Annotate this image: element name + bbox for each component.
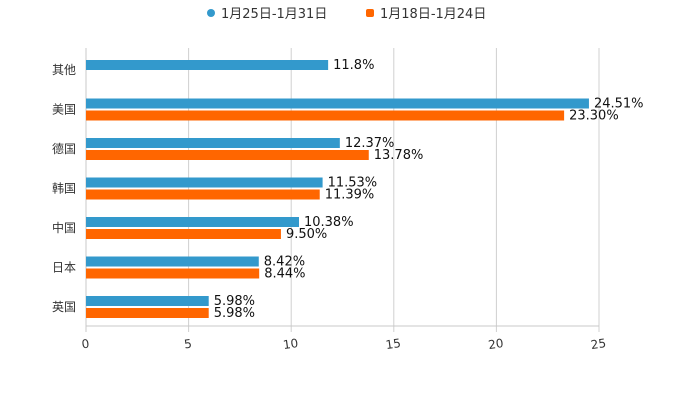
legend-item[interactable]: 1月25日-1月31日 [207, 7, 327, 22]
data-label: 23.30% [569, 109, 619, 124]
legend-marker-square-icon [366, 9, 374, 17]
bar-series-2 [86, 110, 565, 121]
bar-series-1 [86, 98, 589, 109]
bars [86, 60, 589, 318]
category-label: 英国 [52, 300, 76, 314]
bar-series-1 [86, 177, 323, 188]
x-tick-label: 20 [487, 336, 504, 352]
data-label: 11.53% [328, 176, 378, 191]
legend-label: 1月25日-1月31日 [221, 7, 327, 22]
bar-series-1 [86, 217, 299, 227]
category-label: 韩国 [52, 181, 76, 196]
bar-series-2 [86, 308, 209, 318]
bar-series-1 [86, 60, 329, 70]
x-tick-label: 0 [81, 337, 91, 352]
bar-series-1 [86, 296, 209, 306]
bar-series-2 [86, 189, 320, 200]
data-label: 5.98% [214, 294, 255, 309]
bar-series-1 [86, 256, 259, 267]
category-label: 中国 [52, 220, 76, 235]
data-label: 24.51% [594, 97, 644, 112]
legend-label: 1月18日-1月24日 [380, 7, 486, 22]
x-tick-label: 25 [590, 336, 607, 352]
data-label: 5.98% [214, 306, 255, 321]
bar-series-2 [86, 229, 281, 239]
data-label: 9.50% [286, 227, 327, 242]
data-label: 8.42% [264, 255, 305, 270]
data-label: 10.38% [304, 215, 354, 230]
category-label: 美国 [52, 103, 76, 117]
data-labels: 11.8% 24.51%23.30% 12.37%13.78% 11.53%11.39… [214, 58, 644, 321]
legend: 1月25日-1月31日 1月18日-1月24日 [207, 7, 486, 22]
x-tick-label: 5 [183, 337, 193, 352]
category-label: 德国 [52, 141, 76, 156]
data-label: 11.39% [325, 188, 375, 203]
legend-marker-circle-icon [207, 9, 215, 17]
category-label: 其他 [52, 63, 76, 77]
x-tick-label: 10 [282, 336, 299, 352]
value-axis: 0 5 10 15 20 25 [81, 336, 607, 352]
data-label: 13.78% [374, 148, 424, 163]
legend-item[interactable]: 1月18日-1月24日 [366, 7, 486, 22]
data-label: 8.44% [264, 267, 305, 282]
bar-series-2 [86, 150, 369, 160]
category-label: 日本 [52, 261, 76, 275]
data-label: 12.37% [345, 136, 395, 151]
x-tick-label: 15 [385, 336, 402, 352]
data-label: 11.8% [333, 58, 374, 73]
bar-series-2 [86, 268, 260, 279]
bar-series-1 [86, 138, 340, 148]
